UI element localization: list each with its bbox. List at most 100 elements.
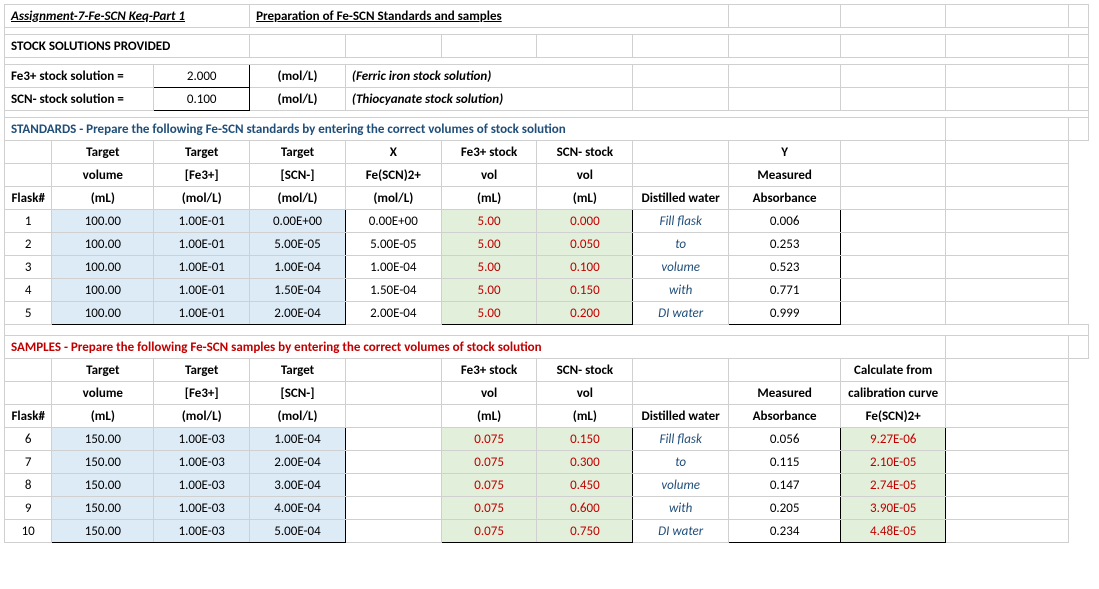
x-fescn: 0.00E+00 [345,210,441,233]
scn-vol[interactable]: 0.150 [537,279,633,302]
smp-header-row: Flask# (mL) (mol/L) (mol/L) (mL) (mL) Di… [5,405,1089,428]
absorbance[interactable]: 0.006 [729,210,841,233]
dw-note: Fill flask [633,210,729,233]
scn-vol[interactable]: 0.300 [537,451,633,474]
target-vol[interactable]: 150.00 [52,428,154,451]
target-vol[interactable]: 100.00 [52,279,154,302]
target-fe[interactable]: 1.00E-03 [154,497,250,520]
dw-note: Fill flask [633,428,729,451]
target-scn[interactable]: 1.00E-04 [250,428,346,451]
smp-row: 7150.001.00E-032.00E-040.0750.300to0.115… [5,451,1089,474]
smp-row: 10150.001.00E-035.00E-040.0750.750DI wat… [5,520,1089,543]
absorbance[interactable]: 0.771 [729,279,841,302]
target-scn[interactable]: 5.00E-04 [250,520,346,543]
target-fe[interactable]: 1.00E-01 [154,210,250,233]
scn-vol[interactable]: 0.600 [537,497,633,520]
target-vol[interactable]: 150.00 [52,520,154,543]
fe-vol[interactable]: 5.00 [441,279,537,302]
target-vol[interactable]: 150.00 [52,497,154,520]
doc-title: Assignment-7-Fe-SCN Keq-Part 1 [5,5,250,28]
fe-vol[interactable]: 5.00 [441,256,537,279]
col-festock: Fe3+ stock [441,141,537,164]
target-fe[interactable]: 1.00E-01 [154,233,250,256]
target-scn[interactable]: 3.00E-04 [250,474,346,497]
dw-note: with [633,497,729,520]
smp-row: 8150.001.00E-033.00E-040.0750.450volume0… [5,474,1089,497]
fe-vol[interactable]: 0.075 [441,451,537,474]
fe-stock-note: (Ferric iron stock solution) [345,65,632,88]
x-fescn: 1.50E-04 [345,279,441,302]
scn-vol[interactable]: 0.000 [537,210,633,233]
scn-stock-value[interactable]: 0.100 [154,88,250,111]
flask-num: 4 [5,279,52,302]
scn-vol[interactable]: 0.100 [537,256,633,279]
col-scnstock: SCN- stock [537,141,633,164]
doc-subtitle: Preparation of Fe-SCN Standards and samp… [250,5,729,28]
absorbance[interactable]: 0.234 [729,520,841,543]
target-fe[interactable]: 1.00E-03 [154,428,250,451]
target-vol[interactable]: 100.00 [52,233,154,256]
scn-vol[interactable]: 0.150 [537,428,633,451]
fe-vol[interactable]: 0.075 [441,520,537,543]
col-target-scn: Target [250,141,346,164]
target-fe[interactable]: 1.00E-01 [154,256,250,279]
scn-vol[interactable]: 0.750 [537,520,633,543]
std-header-row: Target Target Target X Fe3+ stock SCN- s… [5,141,1089,164]
fe-stock-value[interactable]: 2.000 [154,65,250,88]
target-scn[interactable]: 1.00E-04 [250,256,346,279]
scn-stock-unit: (mol/L) [250,88,346,111]
col-target: Target [52,141,154,164]
absorbance[interactable]: 0.115 [729,451,841,474]
fe-vol[interactable]: 5.00 [441,210,537,233]
x-fescn: 2.00E-04 [345,302,441,325]
calc-fescn: 4.48E-05 [841,520,946,543]
target-vol[interactable]: 100.00 [52,302,154,325]
flask-num: 8 [5,474,52,497]
smp-header-row: Target Target Target Fe3+ stock SCN- sto… [5,359,1089,382]
target-vol[interactable]: 100.00 [52,210,154,233]
flask-num: 5 [5,302,52,325]
target-vol[interactable]: 150.00 [52,451,154,474]
std-row: 3100.001.00E-011.00E-041.00E-045.000.100… [5,256,1089,279]
absorbance[interactable]: 0.147 [729,474,841,497]
target-vol[interactable]: 100.00 [52,256,154,279]
target-fe[interactable]: 1.00E-03 [154,451,250,474]
calc-fescn: 2.74E-05 [841,474,946,497]
scn-stock-label: SCN- stock solution = [5,88,154,111]
flask-num: 9 [5,497,52,520]
target-scn[interactable]: 0.00E+00 [250,210,346,233]
target-scn[interactable]: 2.00E-04 [250,302,346,325]
fe-vol[interactable]: 0.075 [441,428,537,451]
scn-vol[interactable]: 0.200 [537,302,633,325]
std-row: 1100.001.00E-010.00E+000.00E+005.000.000… [5,210,1089,233]
target-scn[interactable]: 5.00E-05 [250,233,346,256]
flask-num: 2 [5,233,52,256]
target-fe[interactable]: 1.00E-03 [154,520,250,543]
dw-note: volume [633,256,729,279]
target-fe[interactable]: 1.00E-03 [154,474,250,497]
absorbance[interactable]: 0.999 [729,302,841,325]
fe-vol[interactable]: 5.00 [441,302,537,325]
absorbance[interactable]: 0.253 [729,233,841,256]
target-scn[interactable]: 1.50E-04 [250,279,346,302]
absorbance[interactable]: 0.056 [729,428,841,451]
target-scn[interactable]: 2.00E-04 [250,451,346,474]
target-fe[interactable]: 1.00E-01 [154,302,250,325]
absorbance[interactable]: 0.205 [729,497,841,520]
target-fe[interactable]: 1.00E-01 [154,279,250,302]
scn-vol[interactable]: 0.050 [537,233,633,256]
smp-row: 9150.001.00E-034.00E-04 0.0750.600with0.2… [5,497,1089,520]
fe-vol[interactable]: 5.00 [441,233,537,256]
std-row: 2100.001.00E-015.00E-055.00E-055.000.050… [5,233,1089,256]
target-vol[interactable]: 150.00 [52,474,154,497]
target-scn[interactable]: 4.00E-04 [250,497,346,520]
absorbance[interactable]: 0.523 [729,256,841,279]
std-row: 5100.001.00E-012.00E-042.00E-045.000.200… [5,302,1089,325]
fe-vol[interactable]: 0.075 [441,474,537,497]
dw-note: to [633,233,729,256]
col-calc: Calculate from [841,359,946,382]
fe-vol[interactable]: 0.075 [441,497,537,520]
flask-num: 3 [5,256,52,279]
scn-vol[interactable]: 0.450 [537,474,633,497]
dw-note: with [633,279,729,302]
